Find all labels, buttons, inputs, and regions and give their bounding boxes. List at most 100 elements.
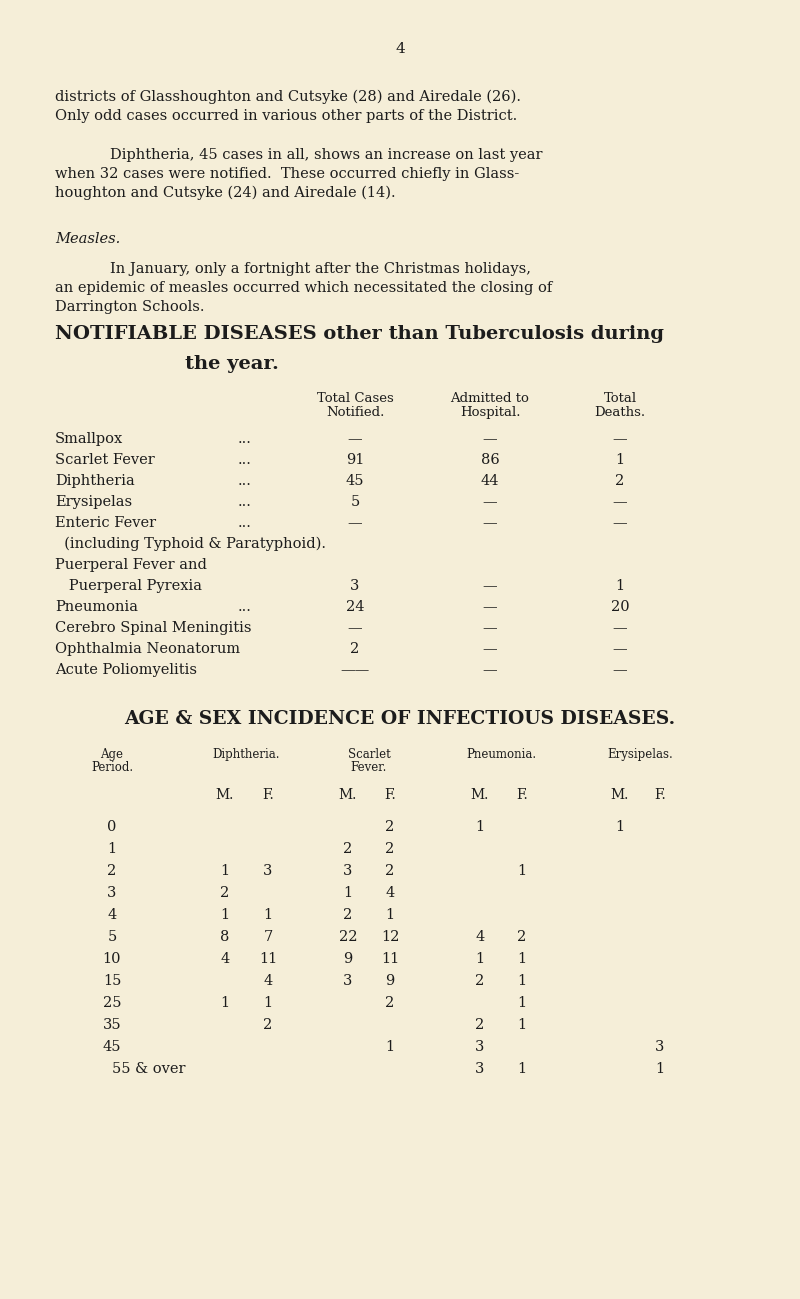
Text: 1: 1 bbox=[518, 1063, 526, 1076]
Text: 91: 91 bbox=[346, 453, 364, 468]
Text: Total Cases: Total Cases bbox=[317, 392, 394, 405]
Text: 7: 7 bbox=[263, 930, 273, 944]
Text: 1: 1 bbox=[221, 996, 230, 1011]
Text: ...: ... bbox=[238, 600, 252, 614]
Text: ...: ... bbox=[238, 433, 252, 446]
Text: —: — bbox=[348, 433, 362, 446]
Text: 1: 1 bbox=[386, 908, 394, 922]
Text: 1: 1 bbox=[655, 1063, 665, 1076]
Text: 86: 86 bbox=[481, 453, 499, 468]
Text: Notified.: Notified. bbox=[326, 407, 384, 420]
Text: —: — bbox=[482, 516, 498, 530]
Text: Pneumonia.: Pneumonia. bbox=[466, 748, 536, 761]
Text: 45: 45 bbox=[346, 474, 364, 488]
Text: ...: ... bbox=[238, 495, 252, 509]
Text: 1: 1 bbox=[518, 974, 526, 989]
Text: Scarlet: Scarlet bbox=[348, 748, 390, 761]
Text: 3: 3 bbox=[475, 1063, 485, 1076]
Text: Diphtheria.: Diphtheria. bbox=[212, 748, 280, 761]
Text: Age: Age bbox=[101, 748, 123, 761]
Text: Hospital.: Hospital. bbox=[460, 407, 520, 420]
Text: Only odd cases occurred in various other parts of the District.: Only odd cases occurred in various other… bbox=[55, 109, 518, 123]
Text: Scarlet Fever: Scarlet Fever bbox=[55, 453, 154, 468]
Text: F.: F. bbox=[654, 788, 666, 801]
Text: 2: 2 bbox=[263, 1018, 273, 1031]
Text: —: — bbox=[482, 600, 498, 614]
Text: 5: 5 bbox=[107, 930, 117, 944]
Text: In January, only a fortnight after the Christmas holidays,: In January, only a fortnight after the C… bbox=[110, 262, 531, 275]
Text: Deaths.: Deaths. bbox=[594, 407, 646, 420]
Text: Erysipelas.: Erysipelas. bbox=[607, 748, 673, 761]
Text: —: — bbox=[482, 433, 498, 446]
Text: 35: 35 bbox=[102, 1018, 122, 1031]
Text: 25: 25 bbox=[102, 996, 122, 1011]
Text: —: — bbox=[348, 516, 362, 530]
Text: 1: 1 bbox=[343, 886, 353, 900]
Text: 2: 2 bbox=[386, 996, 394, 1011]
Text: 2: 2 bbox=[350, 642, 360, 656]
Text: 2: 2 bbox=[518, 930, 526, 944]
Text: 11: 11 bbox=[259, 952, 277, 966]
Text: M.: M. bbox=[339, 788, 357, 801]
Text: an epidemic of measles occurred which necessitated the closing of: an epidemic of measles occurred which ne… bbox=[55, 281, 552, 295]
Text: NOTIFIABLE DISEASES other than Tuberculosis during: NOTIFIABLE DISEASES other than Tuberculo… bbox=[55, 325, 664, 343]
Text: 20: 20 bbox=[610, 600, 630, 614]
Text: 1: 1 bbox=[386, 1040, 394, 1053]
Text: Diphtheria, 45 cases in all, shows an increase on last year: Diphtheria, 45 cases in all, shows an in… bbox=[110, 148, 542, 162]
Text: Ophthalmia Neonatorum: Ophthalmia Neonatorum bbox=[55, 642, 240, 656]
Text: —: — bbox=[613, 621, 627, 635]
Text: Period.: Period. bbox=[91, 761, 133, 774]
Text: —: — bbox=[613, 433, 627, 446]
Text: 12: 12 bbox=[381, 930, 399, 944]
Text: Acute Poliomyelitis: Acute Poliomyelitis bbox=[55, 662, 197, 677]
Text: 4: 4 bbox=[395, 42, 405, 56]
Text: Puerperal Fever and: Puerperal Fever and bbox=[55, 559, 207, 572]
Text: 1: 1 bbox=[263, 908, 273, 922]
Text: 8: 8 bbox=[220, 930, 230, 944]
Text: 11: 11 bbox=[381, 952, 399, 966]
Text: 1: 1 bbox=[518, 864, 526, 878]
Text: 4: 4 bbox=[107, 908, 117, 922]
Text: —: — bbox=[482, 621, 498, 635]
Text: 2: 2 bbox=[343, 842, 353, 856]
Text: (including Typhoid & Paratyphoid).: (including Typhoid & Paratyphoid). bbox=[55, 536, 326, 551]
Text: 2: 2 bbox=[475, 974, 485, 989]
Text: 44: 44 bbox=[481, 474, 499, 488]
Text: 3: 3 bbox=[343, 974, 353, 989]
Text: —: — bbox=[613, 495, 627, 509]
Text: 4: 4 bbox=[475, 930, 485, 944]
Text: Darrington Schools.: Darrington Schools. bbox=[55, 300, 205, 314]
Text: 5: 5 bbox=[350, 495, 360, 509]
Text: 2: 2 bbox=[107, 864, 117, 878]
Text: 0: 0 bbox=[107, 820, 117, 834]
Text: ...: ... bbox=[238, 516, 252, 530]
Text: ...: ... bbox=[238, 453, 252, 468]
Text: 9: 9 bbox=[386, 974, 394, 989]
Text: —: — bbox=[482, 642, 498, 656]
Text: 1: 1 bbox=[615, 453, 625, 468]
Text: 1: 1 bbox=[518, 996, 526, 1011]
Text: F.: F. bbox=[384, 788, 396, 801]
Text: 2: 2 bbox=[386, 820, 394, 834]
Text: 3: 3 bbox=[107, 886, 117, 900]
Text: —: — bbox=[613, 642, 627, 656]
Text: 4: 4 bbox=[386, 886, 394, 900]
Text: Measles.: Measles. bbox=[55, 233, 120, 246]
Text: 45: 45 bbox=[102, 1040, 122, 1053]
Text: Puerperal Pyrexia: Puerperal Pyrexia bbox=[55, 579, 202, 594]
Text: 2: 2 bbox=[475, 1018, 485, 1031]
Text: —: — bbox=[348, 621, 362, 635]
Text: 2: 2 bbox=[220, 886, 230, 900]
Text: 1: 1 bbox=[475, 952, 485, 966]
Text: 10: 10 bbox=[102, 952, 122, 966]
Text: 55 & over: 55 & over bbox=[112, 1063, 186, 1076]
Text: ——: —— bbox=[340, 662, 370, 677]
Text: —: — bbox=[613, 516, 627, 530]
Text: —: — bbox=[613, 662, 627, 677]
Text: M.: M. bbox=[471, 788, 489, 801]
Text: Diphtheria: Diphtheria bbox=[55, 474, 134, 488]
Text: 1: 1 bbox=[263, 996, 273, 1011]
Text: AGE & SEX INCIDENCE OF INFECTIOUS DISEASES.: AGE & SEX INCIDENCE OF INFECTIOUS DISEAS… bbox=[125, 711, 675, 727]
Text: 4: 4 bbox=[220, 952, 230, 966]
Text: houghton and Cutsyke (24) and Airedale (14).: houghton and Cutsyke (24) and Airedale (… bbox=[55, 186, 396, 200]
